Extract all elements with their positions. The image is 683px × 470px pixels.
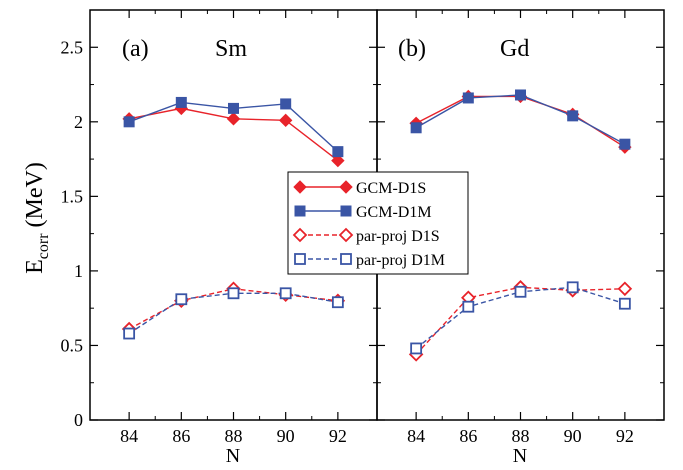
series-line-gcm-d1s [415,95,626,148]
legend-label: GCM-D1M [356,204,432,221]
data-point-par-proj-d1m [123,327,136,340]
panel-a-series [121,96,346,340]
panel-a: 0 0.5 1 1.5 2 2.5 84 86 88 90 92 (a) Sm N [61,9,378,467]
legend-item-par-proj-d1s: par-proj D1S [292,227,440,245]
legend-marker [338,227,354,243]
legend-marker [292,227,308,243]
data-point-par-proj-d1m [175,293,188,306]
panel-b-label: (b) [398,36,426,62]
panel-a-title: Sm [215,36,247,62]
data-point-par-proj-d1s [617,281,633,297]
data-point-gcm-d1m [228,102,239,114]
y-tick-label: 2.5 [61,37,84,57]
panel-b-title: Gd [500,36,529,62]
data-point-gcm-d1m [175,96,187,108]
legend-label: GCM-D1S [356,180,426,197]
legend: GCM-D1S GCM-D1M par-proj D1S par-proj D1M [287,171,469,275]
x-tick-label: 90 [564,426,582,446]
data-point-par-proj-d1m [279,287,292,300]
x-tick-label: 86 [459,426,477,446]
data-point-par-proj-d1m [410,342,423,355]
x-tick-label: 86 [172,426,190,446]
legend-label: par-proj D1M [356,252,445,269]
data-point-gcm-d1m [567,110,579,122]
y-axis-label-subscript: corr [35,233,52,259]
data-point-par-proj-d1m [462,300,475,313]
data-point-par-proj-d1m [566,281,579,294]
x-tick-label: 92 [616,426,634,446]
x-tick-label: 84 [120,426,138,446]
y-tick-label: 1.5 [61,186,84,206]
data-point-gcm-d1m [619,138,631,150]
legend-item-gcm-d1s: GCM-D1S [293,180,426,197]
panel-b-series [408,89,633,362]
data-point-par-proj-d1m [227,287,240,300]
data-point-par-proj-d1m [514,285,527,298]
data-point-gcm-d1m [410,122,422,134]
x-tick-label: 88 [512,426,530,446]
legend-items: GCM-D1S GCM-D1M par-proj D1S par-proj D1M [292,180,445,269]
x-tick-label: 88 [225,426,243,446]
legend-label: par-proj D1S [356,228,440,245]
x-tick-label: 84 [407,426,425,446]
data-point-gcm-d1m [462,92,474,104]
data-point-par-proj-d1m [618,297,631,310]
data-point-gcm-d1m [332,146,344,158]
legend-marker [293,180,307,194]
legend-item-gcm-d1m: GCM-D1M [294,204,432,221]
y-tick-label: 2 [74,112,83,132]
panel-a-label: (a) [122,36,149,62]
panel-a-x-axis: 84 86 88 90 92 [120,10,347,446]
y-tick-label: 1 [74,261,83,281]
y-tick-label: 0 [74,410,83,430]
legend-marker [294,253,306,265]
data-point-gcm-d1m [280,98,292,110]
y-axis-label-main: E [22,259,48,274]
y-axis-label-unit: (MeV) [22,162,48,233]
legend-marker [340,205,352,217]
series-line-par-proj-d1m [128,292,338,335]
x-tick-label: 90 [277,426,295,446]
panel-a-x-axis-label: N [226,445,240,467]
legend-marker [294,205,306,217]
data-point-gcm-d1m [123,116,135,128]
x-tick-label: 92 [329,426,347,446]
data-point-gcm-d1m [515,89,526,101]
y-tick-label: 0.5 [61,335,84,355]
panel-b-x-axis-label: N [513,445,527,467]
legend-marker [339,180,353,194]
data-point-par-proj-d1m [331,296,344,309]
y-axis-label: Ecorr (MeV) [22,162,52,274]
legend-marker [340,253,352,265]
data-point-gcm-d1s [226,112,241,126]
legend-box [287,171,469,275]
panel-b-x-axis: 84 86 88 90 92 [407,10,634,446]
data-point-gcm-d1s [331,153,345,168]
data-point-gcm-d1s [278,113,293,128]
legend-item-par-proj-d1m: par-proj D1M [294,252,445,269]
